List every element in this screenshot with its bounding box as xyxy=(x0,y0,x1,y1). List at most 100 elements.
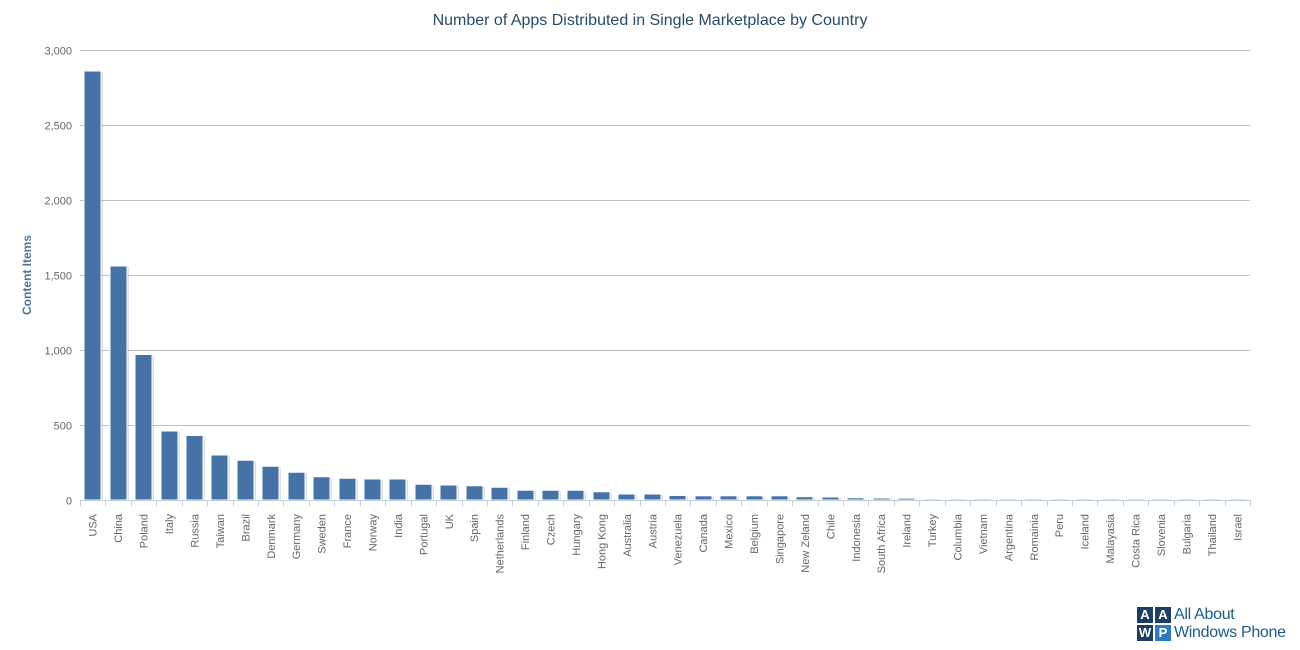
logo-text-line1: All About xyxy=(1174,606,1235,623)
bar[interactable] xyxy=(465,485,484,501)
bar[interactable] xyxy=(821,496,840,501)
x-tick-label: China xyxy=(113,513,125,543)
y-tick-label: 2,000 xyxy=(44,196,72,208)
bar[interactable] xyxy=(236,459,255,501)
x-tick-label: UK xyxy=(444,513,456,529)
bar[interactable] xyxy=(694,495,713,501)
bar[interactable] xyxy=(439,484,458,501)
bar[interactable] xyxy=(923,498,942,501)
x-tick-label: Italy xyxy=(164,514,176,535)
bar[interactable] xyxy=(566,489,585,501)
bar[interactable] xyxy=(643,493,662,501)
x-tick-label: Malayasia xyxy=(1105,513,1117,563)
bar[interactable] xyxy=(719,495,738,501)
bar[interactable] xyxy=(846,497,865,501)
bar[interactable] xyxy=(1024,498,1043,501)
bar[interactable] xyxy=(973,498,992,501)
gridlines xyxy=(80,50,1250,426)
bar[interactable] xyxy=(490,486,509,501)
x-tick-label: Poland xyxy=(139,514,151,548)
x-tick-label: New Zeland xyxy=(800,514,812,573)
x-tick-label: Mexico xyxy=(724,514,736,549)
bar[interactable] xyxy=(1050,498,1069,501)
y-axis-ticks: 0 500 1,000 1,500 2,000 2,500 3,000 xyxy=(44,46,72,508)
x-tick-label: Vietnam xyxy=(978,514,990,554)
x-tick-label: Costa Rica xyxy=(1131,513,1143,568)
bar[interactable] xyxy=(541,489,560,501)
bar[interactable] xyxy=(160,430,179,501)
bar[interactable] xyxy=(287,471,306,501)
bar[interactable] xyxy=(338,477,357,501)
x-tick-label: Singapore xyxy=(774,514,786,564)
bar[interactable] xyxy=(109,265,128,501)
bar[interactable] xyxy=(414,483,433,501)
y-tick-label: 500 xyxy=(54,421,72,433)
bar[interactable] xyxy=(745,495,764,501)
bar[interactable] xyxy=(770,495,789,501)
x-tick-label: Taiwan xyxy=(215,514,227,548)
bar[interactable] xyxy=(1075,498,1094,501)
logo-text-line2: Windows Phone xyxy=(1174,624,1286,641)
x-axis-ticks: USA China Poland Italy Russia Taiwan Brazil Den… xyxy=(80,500,1251,574)
x-tick-label: Israel xyxy=(1232,514,1244,541)
x-tick-label: Turkey xyxy=(927,514,939,548)
x-tick-label: Bulgaria xyxy=(1181,513,1193,554)
bar[interactable] xyxy=(83,70,102,501)
x-tick-label: South Africa xyxy=(876,513,888,573)
bar[interactable] xyxy=(261,465,280,501)
x-tick-label: Slovenia xyxy=(1156,513,1168,556)
x-tick-label: Venezuela xyxy=(673,513,685,565)
x-tick-label: Portugal xyxy=(418,514,430,555)
bar[interactable] xyxy=(897,497,916,501)
y-tick-label: 3,000 xyxy=(44,46,72,58)
x-tick-label: Indonesia xyxy=(851,513,863,562)
bar[interactable] xyxy=(1151,498,1170,501)
bar[interactable] xyxy=(388,478,407,501)
logo-letter-box: A xyxy=(1155,607,1171,623)
x-tick-label: Netherlands xyxy=(495,514,507,574)
x-tick-label: Columbia xyxy=(953,513,965,560)
bar[interactable] xyxy=(1101,498,1120,501)
x-tick-label: Canada xyxy=(698,513,710,552)
bar[interactable] xyxy=(1126,498,1145,501)
bar[interactable] xyxy=(617,493,636,501)
x-tick-label: France xyxy=(342,514,354,548)
x-tick-label: Russia xyxy=(189,513,201,548)
bar[interactable] xyxy=(592,491,611,501)
x-tick-label: Chile xyxy=(825,514,837,539)
bar[interactable] xyxy=(999,498,1018,501)
bar[interactable] xyxy=(134,354,153,501)
bar[interactable] xyxy=(1177,498,1196,501)
x-tick-label: Brazil xyxy=(240,514,252,542)
bar[interactable] xyxy=(185,435,204,501)
x-tick-label: Denmark xyxy=(266,514,278,559)
bar[interactable] xyxy=(1202,498,1221,501)
x-tick-label: Australia xyxy=(622,513,634,557)
x-tick-label: Iceland xyxy=(1080,514,1092,549)
bar[interactable] xyxy=(312,476,331,501)
bar[interactable] xyxy=(210,454,229,501)
bar[interactable] xyxy=(795,496,814,501)
x-tick-label: Germany xyxy=(291,514,303,560)
y-tick-label: 1,000 xyxy=(44,346,72,358)
y-tick-label: 2,500 xyxy=(44,121,72,133)
x-tick-label: Argentina xyxy=(1003,513,1015,561)
x-tick-label: Hong Kong xyxy=(596,514,608,569)
bar[interactable] xyxy=(872,497,891,501)
x-tick-label: Czech xyxy=(546,514,558,545)
x-tick-label: USA xyxy=(88,513,100,536)
bar[interactable] xyxy=(948,498,967,501)
x-tick-label: Finland xyxy=(520,514,532,550)
bar[interactable] xyxy=(363,478,382,501)
y-tick-label: 0 xyxy=(66,496,72,508)
x-tick-label: India xyxy=(393,513,405,538)
x-tick-label: Sweden xyxy=(317,514,329,554)
bar[interactable] xyxy=(668,495,687,501)
chart-title: Number of Apps Distributed in Single Mar… xyxy=(433,12,868,29)
x-tick-label: Hungary xyxy=(571,514,583,556)
bar[interactable] xyxy=(1228,498,1247,501)
bar[interactable] xyxy=(516,489,535,501)
x-tick-label: Peru xyxy=(1054,514,1066,537)
logo-letter-box: P xyxy=(1155,625,1171,641)
logo-letter-box: A xyxy=(1137,607,1153,623)
